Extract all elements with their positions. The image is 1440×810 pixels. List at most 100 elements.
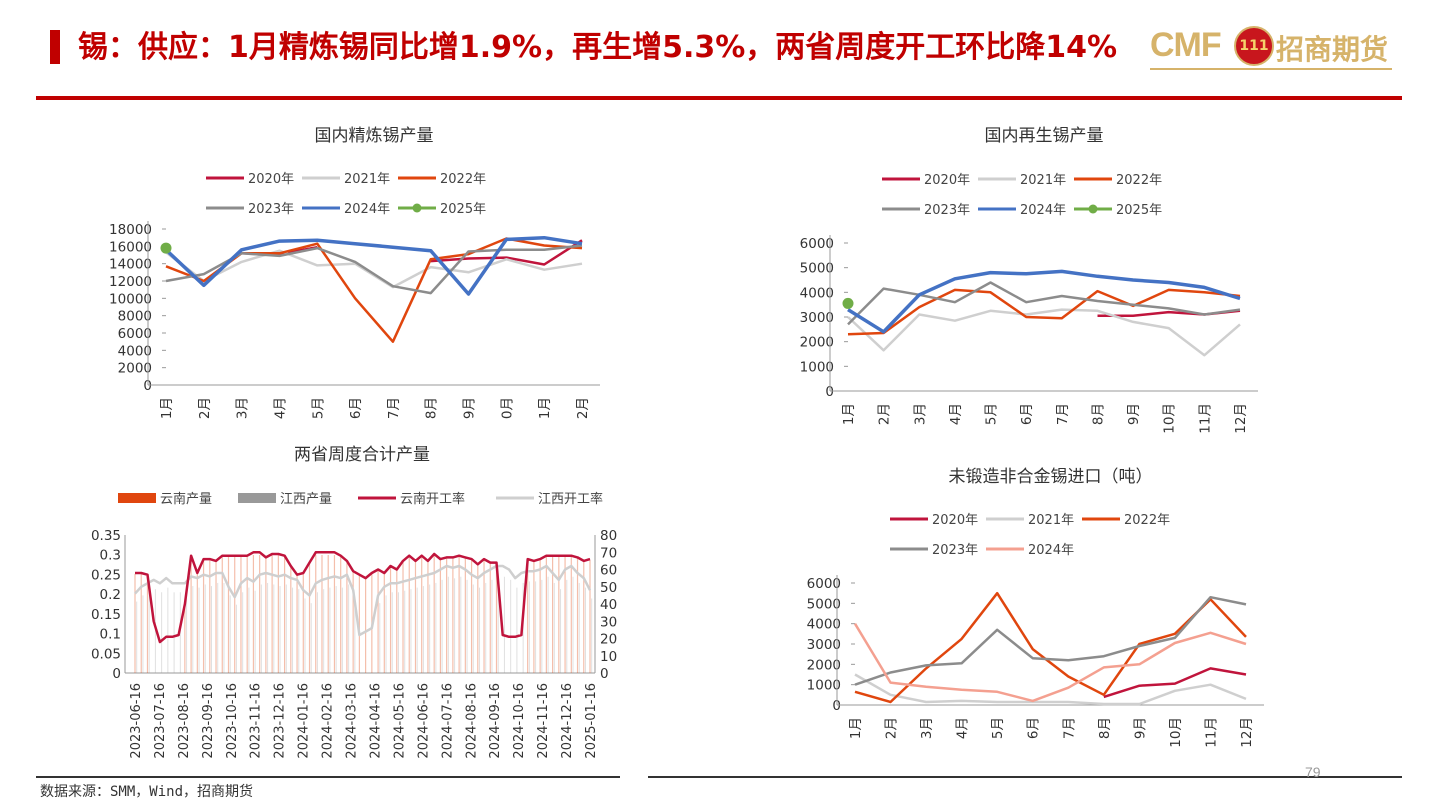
refined-legend-4: 2024年: [344, 202, 390, 217]
twoprov-bar-yunnan: [477, 565, 479, 673]
recycled-ytick-label: 0: [825, 384, 834, 400]
twoprov-bar-yunnan: [283, 556, 286, 673]
import-ytick-label: 6000: [807, 576, 841, 592]
twoprov-bar-jiangxi: [397, 592, 399, 673]
twoprov-bar-yunnan: [221, 556, 223, 673]
twoprov-bar-jiangxi: [416, 587, 418, 673]
twoprov-bar-yunnan: [489, 563, 491, 673]
twoprov-bar-jiangxi: [267, 582, 269, 673]
import-ytick-label: 3000: [807, 637, 841, 653]
twoprov-bar-yunnan: [483, 560, 485, 673]
refined-xtick-label: 5月: [310, 397, 326, 419]
recycled-xtick-label: 8月: [1090, 403, 1106, 425]
recycled-series-2025-point: [842, 297, 854, 309]
twoprov-xtick-label: 2024-11-16: [536, 683, 551, 759]
twoprov-bar-jiangxi: [204, 584, 206, 673]
import-series-2-line: [854, 591, 1247, 704]
import-legend-2: 2022年: [1124, 513, 1170, 528]
twoprov-bar-jiangxi: [242, 592, 244, 673]
twoprov-bar-jiangxi: [254, 590, 256, 673]
page-number: 79: [1305, 764, 1321, 780]
twoprov-bar-jiangxi: [354, 598, 356, 673]
twoprov-bar-jiangxi: [503, 576, 505, 673]
twoprov-bar-jiangxi: [285, 584, 287, 673]
refined-xtick-label: 3月: [235, 397, 251, 419]
twoprov-xtick-label: 2024-08-16: [464, 683, 479, 759]
twoprov-bar-yunnan: [558, 556, 560, 673]
refined-xtick-label: 6月: [348, 397, 364, 419]
twoprov-bar-jiangxi: [329, 587, 331, 673]
twoprov-bar-yunnan: [358, 575, 360, 673]
twoprov-bar-jiangxi: [292, 587, 294, 673]
twoprov-bar-jiangxi: [572, 576, 574, 673]
refined-ytick-label: 2000: [118, 361, 152, 377]
twoprov-bar-jiangxi: [578, 582, 580, 673]
twoprov-bar-yunnan: [470, 560, 473, 673]
import-series-3-line: [854, 595, 1247, 686]
twoprov-xtick-label: 2023-07-16: [153, 683, 168, 759]
twoprov-bar-jiangxi: [235, 604, 237, 673]
twoprov-bar-yunnan: [246, 556, 248, 673]
twoprov-bar-jiangxi: [192, 586, 194, 673]
recycled-legend-2: 2022年: [1116, 173, 1162, 188]
twoprov-bar-yunnan: [327, 555, 329, 673]
recycled-xtick-label: 3月: [912, 403, 928, 425]
twoprov-xtick-label: 2024-10-16: [512, 683, 527, 759]
twoprov-bar-yunnan: [296, 575, 298, 673]
twoprov-xtick-label: 2024-06-16: [416, 683, 431, 759]
twoprov-bar-yunnan: [215, 561, 217, 673]
twoprov-bar-jiangxi: [148, 592, 150, 673]
recycled-legend-4: 2024年: [1020, 203, 1066, 218]
twoprov-bar-yunnan: [290, 567, 292, 673]
twoprov-ytick-left-label: 0.35: [91, 528, 121, 544]
refined-ytick-label: 8000: [118, 309, 152, 325]
twoprov-bar-jiangxi: [535, 581, 537, 673]
twoprov-bar-jiangxi: [422, 586, 424, 673]
recycled-ytick-label: 4000: [800, 285, 834, 301]
import-chart-title: 未锻造非合金锡进口（吨）: [949, 467, 1153, 487]
import-series-4-line: [853, 623, 1247, 703]
twoprov-bar-jiangxi: [217, 582, 219, 673]
refined-ytick-label: 16000: [109, 239, 152, 255]
logo-cn-name: 招商期货: [1276, 33, 1389, 66]
twoprov-legend-3: 江西开工率: [538, 491, 603, 507]
import-ytick-label: 1000: [807, 678, 841, 694]
twoprov-ytick-right-label: 40: [600, 597, 617, 613]
twoprov-xtick-label: 2023-12-16: [273, 683, 288, 759]
refined-legend-5: 2025年: [440, 202, 486, 217]
recycled-legend-0: 2020年: [924, 173, 970, 188]
refined-xtick-label: 8月: [424, 397, 440, 419]
twoprov-xtick-label: 2023-11-16: [249, 683, 264, 759]
twoprov-ytick-right-label: 20: [600, 632, 617, 648]
twoprov-bar-yunnan: [209, 560, 211, 673]
twoprov-ytick-right-label: 80: [600, 528, 617, 544]
twoprov-bar-yunnan: [340, 556, 342, 673]
refined-ytick-label: 6000: [118, 326, 152, 342]
data-source-note: 数据来源：SMM，Wind，招商期货: [40, 784, 254, 800]
twoprov-xtick-label: 2024-05-16: [392, 683, 407, 759]
import-xtick-label: 2月: [884, 717, 900, 739]
twoprov-bar-yunnan: [252, 555, 255, 673]
import-xtick-label: 3月: [919, 717, 935, 739]
page-title: 锡：供应：1月精炼锡同比增1.9%，再生增5.3%，两省周度开工环比降14%: [78, 30, 1118, 65]
cmf-logo: CMF 111 招商期货: [1150, 20, 1400, 76]
header-divider: [36, 96, 1402, 100]
twoprov-xtick-label: 2024-12-16: [560, 683, 575, 759]
twoprov-bar-yunnan: [452, 558, 454, 673]
import-legend-3: 2023年: [932, 543, 978, 558]
twoprov-bar-jiangxi: [485, 582, 487, 673]
twoprov-bar-yunnan: [346, 561, 348, 673]
refined-ytick-label: 4000: [118, 343, 152, 359]
twoprov-bar-yunnan: [583, 561, 585, 673]
twoprov-bar-yunnan: [259, 555, 261, 673]
twoprov-bar-yunnan: [402, 561, 404, 673]
twoprov-bar-yunnan: [184, 604, 186, 673]
twoprov-bar-yunnan: [234, 556, 236, 673]
twoprov-bar-yunnan: [495, 563, 498, 673]
import-legend-1: 2021年: [1028, 513, 1074, 528]
refined-legend-2: 2022年: [440, 172, 486, 187]
twoprov-bar-jiangxi: [429, 584, 431, 673]
twoprov-bar-jiangxi: [186, 592, 188, 673]
import-ytick-label: 4000: [807, 617, 841, 633]
twoprov-legend-1-swatch: [238, 493, 276, 503]
